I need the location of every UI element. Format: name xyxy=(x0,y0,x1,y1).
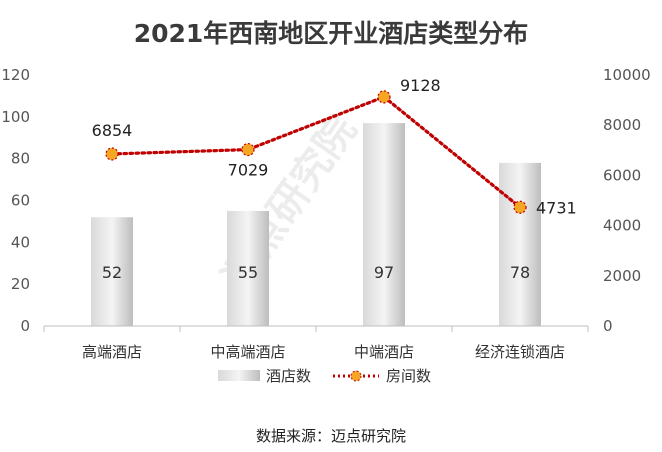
category-label: 中端酒店 xyxy=(354,343,414,361)
legend-swatch-bar xyxy=(218,370,260,381)
category-labels: 高端酒店 中高端酒店 中端酒店 经济连锁酒店 xyxy=(43,326,589,361)
legend-label-bar: 酒店数 xyxy=(266,367,311,385)
right-axis-tick-label: 4000 xyxy=(603,217,641,235)
bar xyxy=(499,162,541,326)
category-label: 经济连锁酒店 xyxy=(475,343,565,361)
left-axis-tick-label: 120 xyxy=(1,66,30,84)
chart-title: 2021年西南地区开业酒店类型分布 xyxy=(134,19,529,48)
left-axis-ticks: 0 20 40 60 80 100 120 xyxy=(1,66,30,335)
right-axis-ticks: 0 2000 4000 6000 8000 10000 xyxy=(603,66,651,335)
line-value-label: 6854 xyxy=(92,121,133,140)
line-point xyxy=(241,142,255,157)
category-label: 高端酒店 xyxy=(82,343,142,361)
line-point xyxy=(513,200,527,214)
line-layer: 6854 7029 9128 4731 xyxy=(92,76,577,217)
bars-layer: 52 55 97 78 xyxy=(91,123,541,326)
right-axis-tick-label: 6000 xyxy=(603,166,641,184)
line-point xyxy=(377,90,391,104)
legend: 酒店数 房间数 xyxy=(218,367,431,385)
legend-label-line: 房间数 xyxy=(386,367,431,385)
right-axis-tick-label: 8000 xyxy=(603,116,641,134)
left-axis-tick-label: 60 xyxy=(11,192,30,210)
line-value-label: 7029 xyxy=(228,161,269,180)
left-axis-tick-label: 100 xyxy=(1,108,30,126)
bar-value-label: 97 xyxy=(374,263,394,282)
bar xyxy=(91,217,133,326)
bar xyxy=(227,210,269,326)
line-value-label: 4731 xyxy=(536,198,577,217)
bar-value-label: 78 xyxy=(510,263,530,282)
source-note: 数据来源：迈点研究院 xyxy=(256,427,406,445)
left-axis-tick-label: 0 xyxy=(20,317,30,335)
left-axis-tick-label: 20 xyxy=(11,275,30,293)
right-axis-tick-label: 10000 xyxy=(603,66,651,84)
right-axis-tick-label: 2000 xyxy=(603,267,641,285)
bar-value-label: 52 xyxy=(102,263,122,282)
line-value-label: 9128 xyxy=(400,76,441,95)
right-axis-tick-label: 0 xyxy=(603,317,613,335)
left-axis-tick-label: 80 xyxy=(11,150,30,168)
line-point xyxy=(105,147,119,161)
legend-swatch-marker xyxy=(350,370,362,382)
category-label: 中高端酒店 xyxy=(210,343,285,361)
bar xyxy=(363,123,405,326)
line-series xyxy=(110,95,522,209)
left-axis-tick-label: 40 xyxy=(11,233,30,251)
bar-value-label: 55 xyxy=(238,263,258,282)
